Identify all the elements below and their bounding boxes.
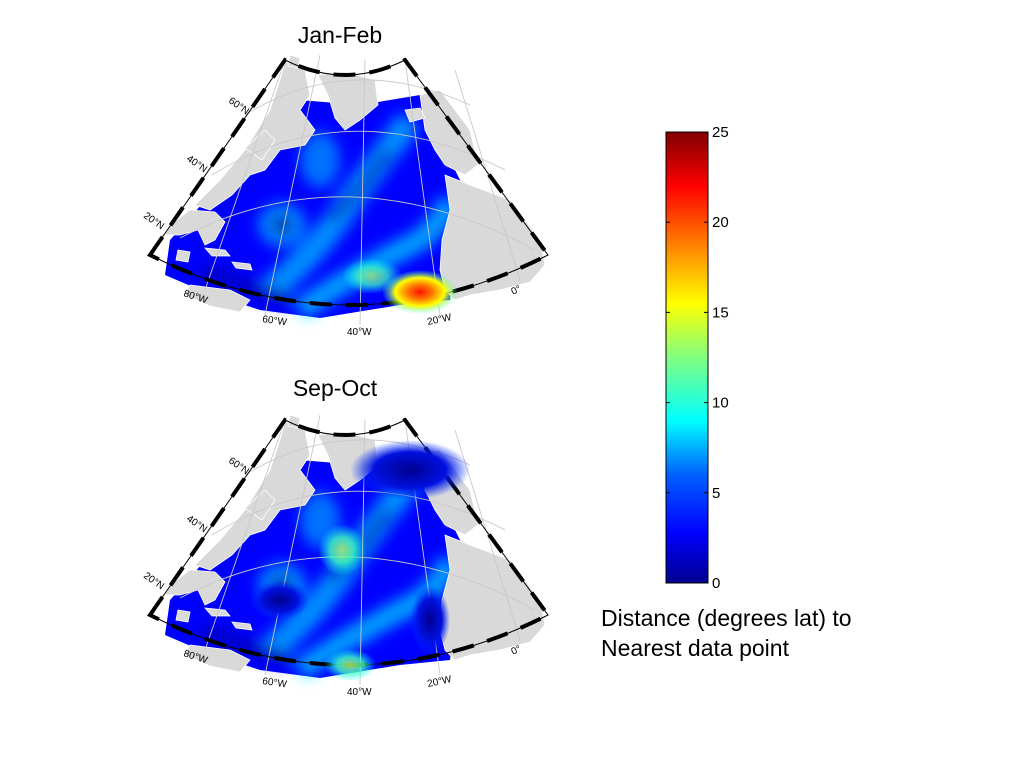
- lon-label-60w-top: 60°W: [262, 314, 288, 328]
- lon-label-0-bottom: 0°: [510, 644, 523, 658]
- colorbar-gradient: [665, 131, 709, 584]
- lon-label-40w-bottom: 40°W: [347, 687, 372, 698]
- colorbar: 0 5 10 15 20 25: [665, 124, 729, 592]
- colorbar-tick-label: 15: [712, 304, 729, 321]
- map-title-sep-oct: Sep-Oct: [292, 375, 378, 401]
- lat-label-20n-bottom: 20°N: [141, 570, 166, 592]
- lon-label-20w-bottom: 20°W: [426, 674, 453, 690]
- colorbar-label-line2: Nearest data point: [601, 635, 789, 661]
- lat-label-40n-bottom: 40°N: [184, 513, 209, 535]
- colorbar-label-line1: Distance (degrees lat) to: [601, 605, 852, 631]
- colorbar-label: Distance (degrees lat) to Nearest data p…: [601, 603, 852, 663]
- colorbar-tick-label: 5: [712, 485, 720, 502]
- lon-label-0-top: 0°: [510, 284, 523, 298]
- colorbar-tick-label: 0: [712, 575, 720, 592]
- colorbar-tick-label: 25: [712, 124, 729, 141]
- map-title-jan-feb: Jan-Feb: [297, 22, 383, 48]
- hotspot-high-distance: [382, 270, 458, 314]
- lon-label-20w-top: 20°W: [426, 312, 453, 328]
- lon-label-60w-bottom: 60°W: [262, 676, 288, 690]
- lat-label-40n-top: 40°N: [184, 153, 209, 175]
- map-sep-oct: [150, 415, 548, 685]
- lat-label-20n-top: 20°N: [141, 210, 166, 232]
- map-jan-feb: [150, 55, 548, 325]
- lon-label-40w-top: 40°W: [347, 327, 372, 338]
- colorbar-tick-label: 10: [712, 395, 729, 412]
- colorbar-tick-label: 20: [712, 214, 729, 231]
